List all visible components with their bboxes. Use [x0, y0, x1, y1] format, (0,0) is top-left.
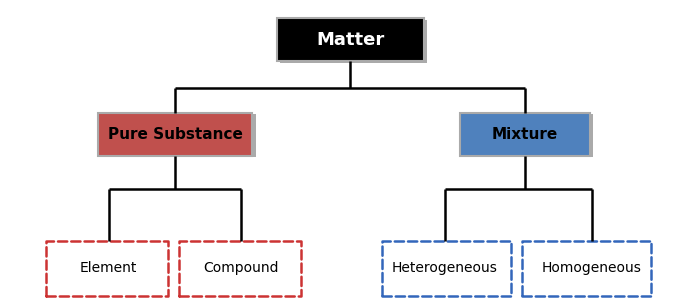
- Bar: [98, 113, 252, 156]
- Text: Compound: Compound: [204, 261, 279, 275]
- Bar: [178, 241, 301, 296]
- Bar: [522, 241, 651, 296]
- Bar: [46, 241, 168, 296]
- Text: Element: Element: [80, 261, 137, 275]
- Bar: [280, 20, 427, 63]
- Bar: [102, 114, 256, 157]
- Bar: [276, 18, 424, 61]
- Bar: [461, 113, 589, 156]
- Text: Pure Substance: Pure Substance: [108, 127, 242, 142]
- Text: Heterogeneous: Heterogeneous: [391, 261, 498, 275]
- Bar: [382, 241, 511, 296]
- Text: Mixture: Mixture: [492, 127, 558, 142]
- Bar: [463, 114, 594, 157]
- Text: Homogeneous: Homogeneous: [542, 261, 641, 275]
- Text: Matter: Matter: [316, 30, 384, 49]
